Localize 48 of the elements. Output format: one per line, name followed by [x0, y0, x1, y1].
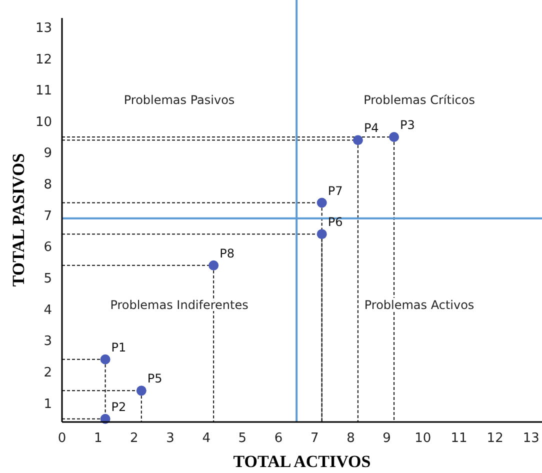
x-tick-label: 12	[486, 431, 504, 446]
y-tick-label: 4	[44, 302, 52, 318]
x-tick-label: 2	[130, 431, 138, 446]
annotation: Problemas Críticos	[364, 93, 475, 108]
x-tick-label: 7	[310, 431, 319, 446]
annotation: P3	[400, 118, 415, 132]
annotation: Problemas Activos	[364, 298, 474, 312]
y-tick-label: 5	[44, 271, 52, 286]
x-tick-label: 10	[414, 431, 432, 446]
point	[316, 198, 327, 208]
y-tick-label: 13	[35, 20, 52, 36]
y-tick-label: 7	[44, 208, 52, 224]
x-tick-label: 3	[166, 431, 174, 446]
annotation: P5	[147, 372, 162, 386]
point	[136, 386, 146, 396]
annotation: P7	[328, 184, 343, 198]
point	[389, 132, 400, 142]
y-tick-label: 3	[44, 334, 52, 350]
annotation: Problemas Indiferentes	[110, 298, 248, 312]
x-tick-label: 6	[274, 431, 283, 446]
x-tick-label: 0	[58, 431, 66, 446]
point	[208, 260, 219, 270]
y-tick-label: 6	[44, 240, 52, 256]
point	[100, 354, 110, 364]
y-tick-label: 10	[35, 114, 52, 130]
annotation: P1	[111, 340, 126, 354]
annotation: Problemas Pasivos	[124, 93, 235, 108]
annotation: P8	[220, 246, 234, 260]
x-axis-title: TOTAL ACTIVOS	[233, 452, 371, 471]
annotation: P2	[111, 400, 126, 414]
x-tick-label: 13	[522, 431, 540, 446]
y-tick-label: 2	[44, 365, 52, 380]
x-tick-label: 8	[346, 431, 355, 446]
annotation: P6	[328, 215, 343, 230]
y-tick-label: 8	[44, 178, 52, 193]
y-tick-label: 11	[35, 84, 52, 99]
annotation: P4	[364, 121, 379, 136]
x-tick-label: 9	[382, 431, 391, 446]
x-tick-label: 1	[94, 431, 102, 446]
y-tick-label: 1	[44, 396, 52, 412]
x-tick-label: 11	[450, 431, 468, 446]
point	[352, 135, 363, 146]
y-tick-label: 9	[44, 146, 52, 162]
x-tick-label: 5	[238, 431, 247, 446]
x-tick-label: 4	[202, 431, 210, 446]
point	[316, 229, 327, 240]
y-tick-label: 12	[35, 52, 52, 68]
y-axis-title: TOTAL PASIVOS	[9, 153, 28, 287]
